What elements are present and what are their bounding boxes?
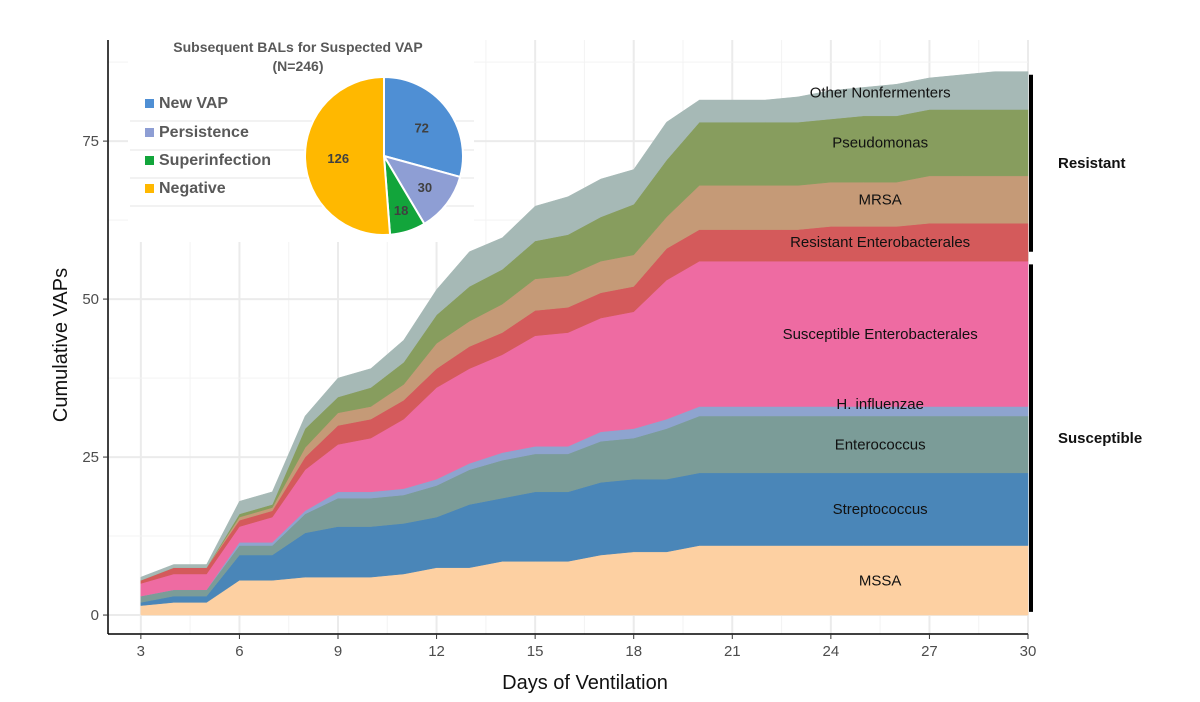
layer-label: MRSA bbox=[858, 192, 901, 209]
legend-label: New VAP bbox=[159, 95, 228, 112]
y-axis-title: Cumulative VAPs bbox=[50, 268, 72, 422]
pie-slice-negative bbox=[304, 75, 392, 236]
x-tick-label: 21 bbox=[724, 643, 741, 660]
pie-slice-new-vap bbox=[383, 75, 464, 179]
group-brackets: Resistant Susceptible bbox=[1029, 74, 1142, 612]
pie-slice-label: 72 bbox=[414, 120, 428, 135]
axes bbox=[103, 40, 1029, 639]
group-label: Susceptible bbox=[1058, 430, 1142, 447]
pie-title: Subsequent BALs for Suspected VAP bbox=[173, 39, 422, 55]
legend-swatch bbox=[145, 128, 154, 137]
y-tick-label: 0 bbox=[91, 607, 99, 624]
x-tick-label: 6 bbox=[235, 643, 243, 660]
pie-legend: New VAP Persistence Superinfection Negative bbox=[130, 95, 474, 207]
legend-label: Superinfection bbox=[159, 152, 271, 169]
y-tick-label: 50 bbox=[82, 291, 99, 308]
stacked-areas bbox=[140, 71, 1029, 616]
layer-label: MSSA bbox=[859, 572, 902, 589]
legend-swatch bbox=[145, 184, 154, 193]
layer-label: H. influenzae bbox=[836, 396, 924, 413]
pie-inset: Subsequent BALs for Suspected VAP (N=246… bbox=[128, 36, 474, 242]
x-tick-label: 27 bbox=[921, 643, 938, 660]
legend-swatch bbox=[145, 99, 154, 108]
pie-slice-label: 126 bbox=[327, 151, 349, 166]
y-tick-label: 75 bbox=[82, 133, 99, 150]
pie-slice-persistence bbox=[381, 154, 462, 226]
y-tick-label: 25 bbox=[82, 449, 99, 466]
pie-chart: 72 30 18 126 bbox=[304, 75, 464, 236]
x-tick-label: 3 bbox=[137, 643, 145, 660]
tick-labels: 3 6 9 12 15 18 21 24 27 30 0 25 50 75 bbox=[82, 133, 1036, 660]
x-tick-label: 18 bbox=[625, 643, 642, 660]
x-tick-label: 30 bbox=[1020, 643, 1037, 660]
legend-label: Negative bbox=[159, 180, 226, 197]
legend-swatch bbox=[145, 156, 154, 165]
layer-label: Enterococcus bbox=[835, 436, 926, 453]
x-tick-label: 9 bbox=[334, 643, 342, 660]
area-other-nonfermenters bbox=[140, 71, 1029, 581]
layer-label: Streptococcus bbox=[833, 501, 928, 518]
pie-slice-label: 30 bbox=[418, 180, 432, 195]
layer-label: Pseudomonas bbox=[832, 135, 928, 152]
x-axis-title: Days of Ventilation bbox=[502, 672, 668, 694]
pie-subtitle: (N=246) bbox=[273, 58, 324, 74]
x-tick-label: 12 bbox=[428, 643, 445, 660]
x-tick-label: 15 bbox=[527, 643, 544, 660]
pie-slice-label: 18 bbox=[394, 203, 408, 218]
x-tick-label: 24 bbox=[823, 643, 840, 660]
layer-label: Other Nonfermenters bbox=[810, 84, 951, 101]
layer-labels: MSSA Streptococcus Enterococcus H. influenz… bbox=[783, 84, 978, 589]
layer-label: Susceptible Enterobacterales bbox=[783, 326, 978, 343]
legend-label: Persistence bbox=[159, 124, 249, 141]
group-label: Resistant bbox=[1058, 155, 1126, 172]
layer-label: Resistant Enterobacterales bbox=[790, 234, 970, 251]
